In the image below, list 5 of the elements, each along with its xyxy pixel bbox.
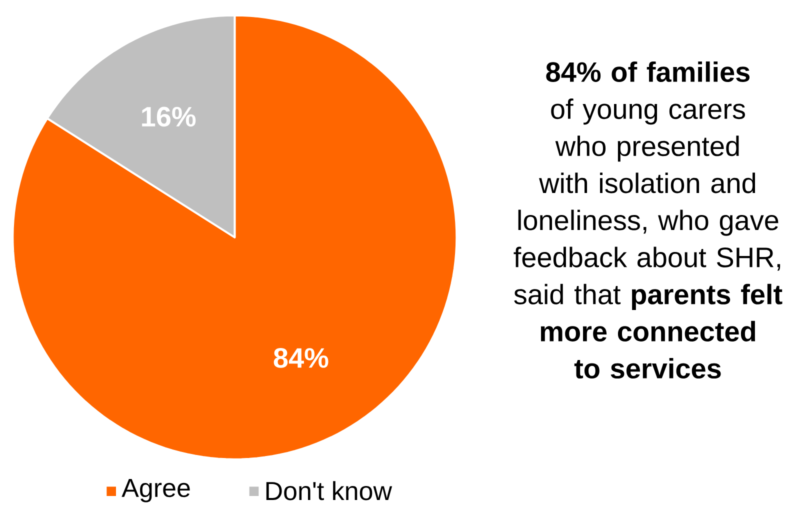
legend-label: Agree (122, 479, 190, 502)
text: 84% of families of young carers who presented with isolation and loneliness, who gave feedback about SHR, said that parents felt more connected to services (514, 61, 782, 379)
data-label: 84% (274, 348, 328, 368)
legend-label: Don't know (266, 481, 392, 500)
data-label: 16% (142, 106, 196, 127)
